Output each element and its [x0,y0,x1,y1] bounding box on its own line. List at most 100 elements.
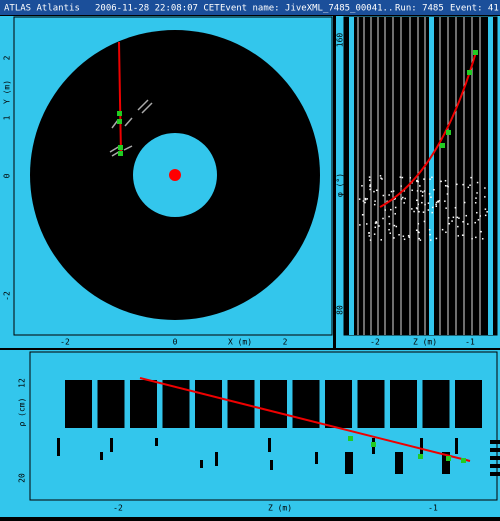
y-tick-label: 1 [3,115,12,120]
hit-dot [435,237,438,240]
event: Event: 41 [450,4,499,14]
chamber [110,438,113,452]
hit-dot [382,194,385,197]
hit-dot [418,210,420,213]
track [139,377,471,462]
hit-dot [486,211,488,213]
hit-dot [393,224,396,227]
hit-dot [480,230,482,233]
hit-dot [374,200,376,202]
hit-dot [479,215,481,217]
hit-dot [467,223,469,225]
header-bar [0,0,500,15]
hit-dot [399,176,402,178]
y-tick-label: 12 [18,378,27,388]
hit-dot [416,199,418,202]
hit-dot [454,206,457,209]
hit-dot [484,196,486,198]
hit-dot [446,193,449,195]
hit-dot [461,234,464,236]
y-axis-label: φ (°) [336,173,345,197]
hit-dot [484,187,486,189]
hit-dot [471,237,473,240]
hit-dot [428,193,431,195]
hit-dot [394,197,396,200]
hit-dot [379,175,382,177]
muon-chamber [357,380,385,428]
x-tick-label: 0 [173,338,178,347]
hit-dot [361,185,363,187]
muon-chamber [292,380,320,428]
hit-dot [368,179,371,181]
hit-dot [441,228,444,231]
x-tick-label: 2 [283,338,288,347]
hit-dot [421,191,424,193]
hit-dot [408,236,410,238]
hit-dot [445,207,447,209]
hit-dot [378,225,380,227]
hit-dot [457,225,459,228]
chamber [395,452,403,474]
y-tick-label: 160 [336,33,345,48]
y-axis-label: ρ (cm) [18,398,27,427]
hit-dot [402,196,404,199]
y-tick-label: 80 [336,305,345,315]
hit-dot [437,200,439,203]
hit-dot [444,179,447,182]
hit-dot [365,223,368,225]
muon-chamber [455,380,482,428]
hit-dot [417,203,419,206]
hit-dot [374,222,377,224]
detector-lines [349,17,493,335]
cyan-stripe [429,17,434,335]
hit-dot [374,226,377,229]
hit-dot [431,211,433,214]
hit-dot [475,197,477,199]
hit-dot [364,197,367,200]
hit-dot [423,190,426,192]
hit-dot [361,214,364,216]
hit-dot [447,217,450,219]
hit-dot [435,201,438,204]
chamber [490,456,500,460]
y-axis-label: Y (m) [3,80,12,104]
hit-dot [429,233,431,236]
hit-dot [452,216,455,219]
hit-dot [395,225,398,228]
chamber [215,452,218,466]
hit-dot [364,198,367,201]
hit-dot [417,180,419,183]
hit-dot [429,239,432,241]
hit-dot [400,198,403,200]
hit-dot [409,177,411,179]
chamber [490,472,500,476]
hit-dot [431,206,434,209]
hit-dot [388,194,390,196]
hit-dot [438,199,441,202]
hit-dot [394,213,396,215]
hit-dot [401,176,404,179]
hit-dot [423,178,425,180]
y-tick-label: -2 [3,291,12,301]
hit-dot [435,205,438,207]
hit-dot [474,221,476,224]
hit-dot [418,237,421,240]
hit-dot [462,183,464,186]
x-axis-label: X (m) [228,338,252,347]
hit-dot [402,235,405,237]
hit-dot [366,198,368,200]
hit-dot [369,188,371,191]
detector-blocks [57,380,500,476]
vertex [169,169,181,181]
muon-chamber [195,380,222,428]
hit-dot [358,198,361,200]
hit-dot [389,232,392,234]
chamber [268,438,271,452]
hit-dot [359,224,361,226]
hit-dot [415,229,418,231]
hit-dot [470,176,472,179]
hit-dot [382,217,384,220]
hit-dot [394,206,397,209]
hit-dot [433,189,435,191]
